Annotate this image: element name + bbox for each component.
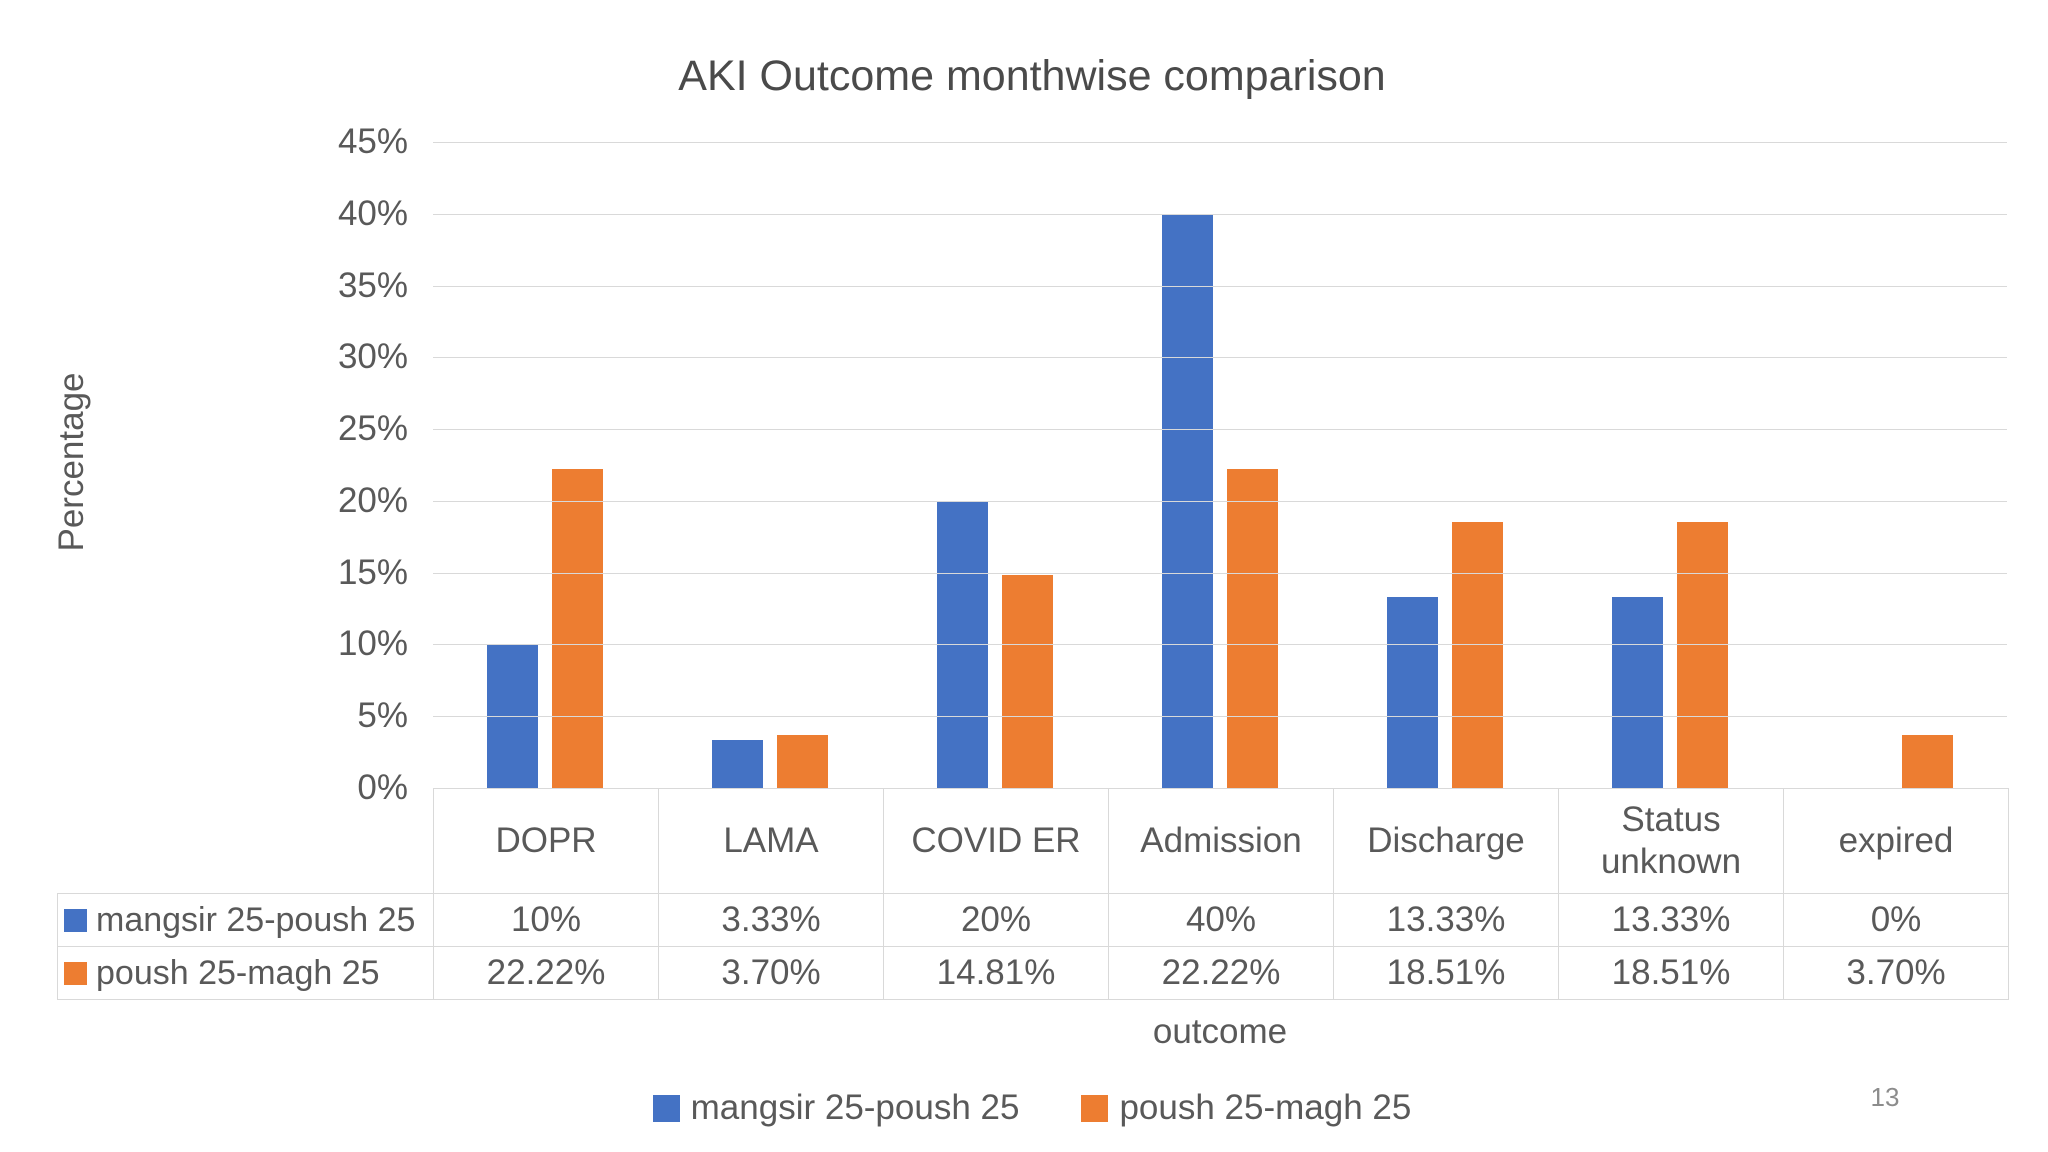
bar-group bbox=[883, 142, 1108, 788]
value-cell: 13.33% bbox=[1333, 893, 1559, 947]
category-header-cell: Discharge bbox=[1333, 788, 1559, 894]
bar-group bbox=[1782, 142, 2007, 788]
value-cell: 18.51% bbox=[1558, 946, 1784, 1000]
category-header-cell: expired bbox=[1783, 788, 2009, 894]
value-cell: 3.33% bbox=[658, 893, 884, 947]
y-tick-label: 35% bbox=[337, 265, 408, 305]
series-name: poush 25-magh 25 bbox=[96, 953, 380, 992]
table-body: mangsir 25-poush 25 10% 3.33% 20% 40% 13.33% 1… bbox=[57, 893, 2009, 1000]
value-cell: 14.81% bbox=[883, 946, 1109, 1000]
table-header-row: DOPR LAMA COVID ER Admission Discharge Status… bbox=[57, 788, 2009, 894]
gridline bbox=[433, 213, 2007, 215]
legend-swatch bbox=[652, 1094, 680, 1122]
y-tick-label: 15% bbox=[337, 552, 408, 592]
value-cell: 22.22% bbox=[433, 946, 659, 1000]
legend: mangsir 25-poush 25 poush 25-magh 25 bbox=[57, 1088, 2007, 1128]
x-axis-label: outcome bbox=[1152, 1012, 1288, 1051]
value-cell: 18.51% bbox=[1333, 946, 1559, 1000]
y-tick-label: 10% bbox=[337, 624, 408, 664]
chart-bar bbox=[1676, 522, 1728, 788]
chart-bar bbox=[1386, 596, 1438, 788]
legend-item: poush 25-magh 25 bbox=[1081, 1088, 1411, 1128]
chart-bar bbox=[1227, 469, 1278, 788]
category-header-cell: Admission bbox=[1108, 788, 1334, 894]
y-axis-label: Percentage bbox=[52, 372, 91, 552]
bar-group bbox=[1108, 142, 1333, 788]
gridline bbox=[433, 142, 2007, 143]
value-cell: 40% bbox=[1108, 893, 1334, 947]
series-name: mangsir 25-poush 25 bbox=[96, 900, 416, 939]
y-tick-label: 30% bbox=[337, 337, 408, 377]
plot-area bbox=[433, 142, 2007, 788]
table-row: mangsir 25-poush 25 10% 3.33% 20% 40% 13.33% 1… bbox=[57, 893, 2009, 947]
table-corner-cell bbox=[57, 788, 434, 894]
page-number: 13 bbox=[1870, 1082, 1900, 1112]
gridline bbox=[433, 357, 2007, 359]
chart-bar bbox=[777, 734, 829, 788]
category-header-cell: LAMA bbox=[658, 788, 884, 894]
y-tick-label: 40% bbox=[337, 193, 408, 233]
chart-bar bbox=[1451, 522, 1503, 788]
chart-bar bbox=[712, 740, 764, 788]
value-cell: 22.22% bbox=[1108, 946, 1334, 1000]
legend-label: mangsir 25-poush 25 bbox=[690, 1088, 1020, 1127]
legend-item: mangsir 25-poush 25 bbox=[652, 1088, 1020, 1128]
gridline bbox=[433, 500, 2007, 502]
legend-swatch bbox=[1081, 1094, 1109, 1122]
table-row: poush 25-magh 25 22.22% 3.70% 14.81% 22.22% 1… bbox=[57, 946, 2009, 1000]
chart-bar bbox=[552, 469, 604, 788]
chart-data-table: DOPR LAMA COVID ER Admission Discharge Status… bbox=[57, 788, 2009, 1000]
chart-bar bbox=[1901, 734, 1953, 788]
chart-bar bbox=[1611, 596, 1663, 788]
legend-label: poush 25-magh 25 bbox=[1119, 1088, 1412, 1127]
y-tick-label: 20% bbox=[337, 480, 408, 520]
y-tick-label: 5% bbox=[357, 696, 408, 736]
value-cell: 20% bbox=[883, 893, 1109, 947]
gridline bbox=[433, 716, 2007, 718]
series-name-cell: mangsir 25-poush 25 bbox=[57, 893, 434, 947]
value-cell: 0% bbox=[1783, 893, 2009, 947]
category-header-cell: DOPR bbox=[433, 788, 659, 894]
value-cell: 3.70% bbox=[1783, 946, 2009, 1000]
bar-group bbox=[433, 142, 658, 788]
bar-group bbox=[1557, 142, 1782, 788]
value-cell: 13.33% bbox=[1558, 893, 1784, 947]
category-header-cell: COVID ER bbox=[883, 788, 1109, 894]
bars bbox=[433, 142, 2007, 788]
bar-group bbox=[658, 142, 883, 788]
gridline bbox=[433, 644, 2007, 646]
chart-bar bbox=[1002, 575, 1054, 788]
y-tick-label: 45% bbox=[337, 122, 408, 161]
gridline bbox=[433, 285, 2007, 287]
series-name-cell: poush 25-magh 25 bbox=[57, 946, 434, 1000]
series-swatch bbox=[64, 908, 87, 932]
value-cell: 10% bbox=[433, 893, 659, 947]
gridline bbox=[433, 429, 2007, 431]
chart-title: AKI Outcome monthwise comparison bbox=[678, 52, 1386, 100]
y-tick-label: 25% bbox=[337, 409, 408, 449]
gridline bbox=[433, 572, 2007, 574]
value-cell: 3.70% bbox=[658, 946, 884, 1000]
category-header-cell: Status unknown bbox=[1558, 788, 1784, 894]
series-swatch bbox=[64, 961, 87, 985]
bar-group bbox=[1332, 142, 1557, 788]
